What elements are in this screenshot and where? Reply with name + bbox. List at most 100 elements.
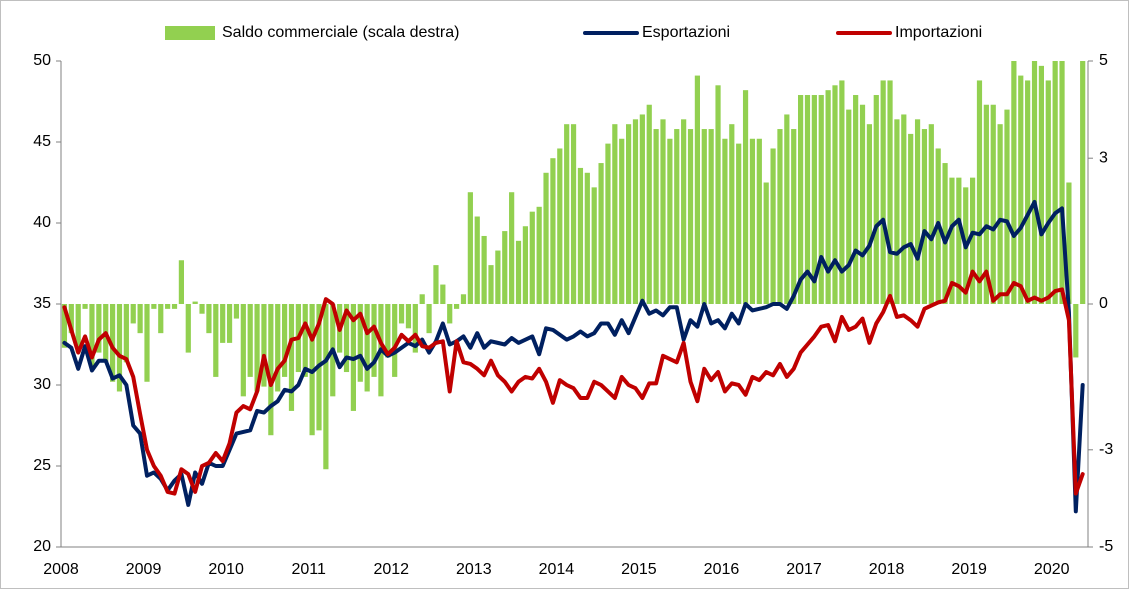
x-tick-label: 2019 (951, 561, 987, 578)
bar (763, 182, 769, 304)
bar (742, 90, 749, 304)
bar (398, 304, 405, 324)
bar (68, 304, 74, 334)
bar (667, 138, 673, 304)
x-tick-label: 2018 (869, 561, 905, 578)
bar (467, 192, 473, 304)
bar (357, 304, 363, 382)
bar (729, 124, 735, 305)
bar (791, 129, 797, 304)
bar (653, 129, 659, 304)
bar (171, 304, 178, 309)
bar (990, 104, 996, 305)
bar (454, 304, 460, 309)
bar (612, 124, 618, 305)
bar (859, 104, 866, 305)
y-tick-label: 30 (33, 376, 51, 393)
bar (247, 304, 253, 377)
bar (254, 304, 260, 392)
bar (116, 304, 123, 392)
y-tick-label: 45 (33, 133, 51, 150)
y2-tick-label: -5 (1099, 538, 1113, 555)
bar (846, 109, 852, 304)
x-tick-label: 2015 (621, 561, 657, 578)
bar (1004, 109, 1010, 304)
bar (1025, 80, 1031, 304)
bar (564, 124, 570, 305)
bar (543, 172, 549, 304)
bar (364, 304, 370, 392)
bar (1045, 80, 1051, 304)
legend-swatch (165, 26, 215, 40)
y2-tick-label: 0 (1099, 295, 1108, 312)
bar (515, 240, 522, 304)
y-tick-label: 50 (33, 52, 51, 69)
bar (206, 304, 212, 334)
bar (708, 129, 714, 304)
bar (839, 80, 845, 304)
bar (825, 90, 831, 304)
bar (1031, 61, 1038, 304)
bar (392, 304, 398, 377)
bar (701, 129, 707, 304)
x-tick-label: 2014 (539, 561, 575, 578)
bar (158, 304, 164, 334)
x-tick-label: 2020 (1034, 561, 1070, 578)
bar (1073, 304, 1079, 358)
bar (639, 114, 645, 305)
bar (605, 143, 611, 304)
x-tick-label: 2013 (456, 561, 492, 578)
bar (412, 304, 418, 353)
bar (61, 304, 68, 348)
x-tick-label: 2011 (291, 561, 326, 578)
bar (901, 114, 907, 305)
bar (385, 304, 391, 358)
bar (694, 75, 700, 304)
bar (481, 235, 487, 304)
bar (178, 260, 184, 304)
bar (1059, 61, 1065, 304)
y-tick-label: 25 (33, 457, 51, 474)
bar (130, 304, 136, 324)
bar (233, 304, 240, 319)
bar (502, 231, 508, 304)
bar (928, 124, 934, 305)
bar (1018, 75, 1024, 304)
bar (749, 138, 756, 304)
bar (220, 304, 226, 343)
x-tick-label: 2012 (373, 561, 409, 578)
bar (343, 304, 350, 373)
bar (419, 294, 425, 304)
bar (976, 80, 983, 304)
legend-label: Saldo commerciale (scala destra) (222, 24, 459, 41)
y-tick-label: 20 (33, 538, 51, 555)
bar (1080, 61, 1086, 304)
bar (832, 85, 838, 304)
bar (591, 187, 597, 304)
bar (681, 119, 687, 304)
bar (1011, 61, 1017, 304)
bar (626, 124, 632, 305)
bar (818, 95, 824, 305)
x-tick-label: 2017 (786, 561, 822, 578)
bar (570, 124, 577, 305)
bar (185, 304, 191, 353)
bar (687, 129, 694, 304)
bar (853, 95, 859, 305)
bar (873, 95, 879, 305)
legend-label: Importazioni (895, 24, 982, 41)
bar (1066, 182, 1072, 304)
bar (137, 304, 143, 334)
bar (261, 304, 267, 387)
bar (192, 301, 198, 304)
bar (880, 80, 886, 304)
bar (921, 129, 928, 304)
legend-label: Esportazioni (642, 24, 730, 41)
bar (866, 124, 872, 305)
bar (110, 304, 116, 382)
bar (550, 158, 556, 304)
bar (433, 265, 439, 304)
bar (619, 138, 625, 304)
bar (798, 95, 804, 305)
